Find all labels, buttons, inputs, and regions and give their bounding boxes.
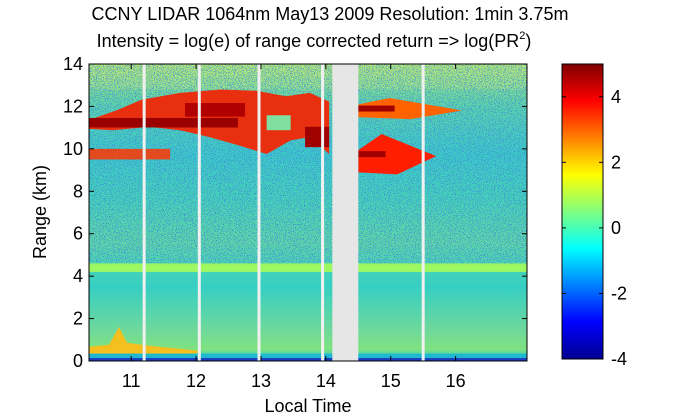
x-tick-label: 14 [316,371,336,391]
y-tick-label: 4 [73,266,83,286]
plot-frame [88,63,528,362]
axes: 11 12 13 14 15 16 0 2 4 6 8 10 12 14 [63,54,527,391]
layer-cirrus-afternoon-10km [358,134,437,175]
x-tick-label: 11 [122,371,141,391]
colorbar: 4 2 0 -2 -4 [561,63,627,369]
x-axis-label: Local Time [264,396,351,416]
y-tick-label: 0 [73,351,83,371]
colorbar-tick-label: 2 [611,152,621,172]
y-tick-label: 8 [73,181,83,201]
y-tick-label: 2 [73,309,83,329]
x-tick-label: 12 [186,371,206,391]
colorbar-tick-label: -2 [611,283,627,303]
chart-title: CCNY LIDAR 1064nm May13 2009 Resolution:… [92,4,569,24]
y-axis-label: Range (km) [30,165,50,259]
colorbar-gradient [562,64,603,359]
colorbar-tick-label: -4 [611,349,627,369]
layer-cirrus-afternoon-12km [358,97,463,120]
x-tick-label: 15 [381,371,401,391]
layer-cirrus-thin-9.8km [89,148,171,160]
cloud-core [89,117,238,128]
y-tick-label: 10 [63,139,83,159]
x-tick-label: 16 [446,371,466,391]
data-gap-line [421,64,425,361]
cloud-core [358,151,386,158]
cloud-core [185,103,246,117]
cloud-body [358,97,463,120]
cloud-core [358,105,395,112]
colorbar-tick-label: 0 [611,218,621,238]
surface-fill [89,353,527,361]
cloud-body [358,134,437,175]
y-tick-label: 12 [63,96,83,116]
data-gap-line [321,64,325,361]
cloud-core [305,126,330,148]
data-gap-line [142,64,146,361]
y-tick-label: 14 [63,54,83,74]
layer-boundary-layer-aerosol [89,327,199,357]
chart-subtitle: Intensity = log(e) of range corrected re… [97,30,532,51]
layer-fill [89,148,171,160]
no-data-band [332,64,359,361]
layer-fill [89,263,527,272]
noise-speckle-top [89,64,527,90]
colorbar-frame [561,63,604,360]
surface-line [89,358,527,361]
cloud-hole [266,115,291,131]
x-tick-label: 13 [251,371,271,391]
aerosol-body [89,327,199,357]
data-gap-line [197,64,201,361]
plot-area [89,64,527,361]
layer-aerosol-layer-4.5km [89,263,527,272]
colorbar-tick-label: 4 [611,87,621,107]
layer-surface-band [89,353,527,361]
y-tick-label: 6 [73,224,83,244]
data-gap-line [257,64,261,361]
